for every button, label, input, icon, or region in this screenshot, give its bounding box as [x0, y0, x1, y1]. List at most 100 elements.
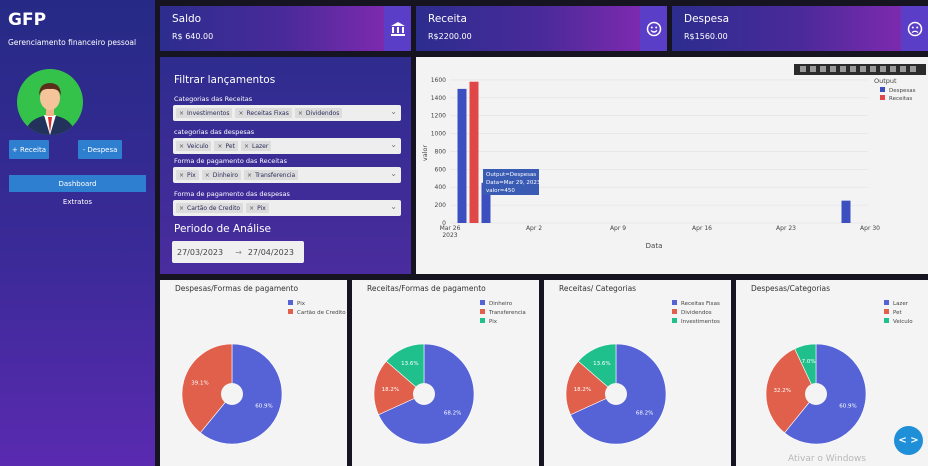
- chip-remove-icon[interactable]: ×: [217, 142, 223, 150]
- legend-item[interactable]: Veiculo: [893, 319, 913, 325]
- chip-remove-icon[interactable]: ×: [204, 171, 210, 179]
- chip-pix-despesa[interactable]: × Pix: [246, 203, 269, 213]
- chip-remove-icon[interactable]: ×: [243, 142, 249, 150]
- modebar-button-icon[interactable]: [800, 66, 806, 72]
- chip-transferencia[interactable]: × Transferencia: [244, 170, 299, 180]
- nav-item-extratos[interactable]: Extratos: [62, 198, 93, 206]
- bar-receitas[interactable]: [469, 81, 479, 223]
- pie-slice[interactable]: [794, 343, 817, 395]
- receita-value: R$2200.00: [428, 32, 472, 41]
- legend-item[interactable]: Lazer: [893, 301, 909, 307]
- cat-receitas-select[interactable]: × Investimentos × Receitas Fixas × Dividend…: [173, 105, 401, 121]
- modebar-button-icon[interactable]: [870, 66, 876, 72]
- chip-remove-icon[interactable]: ×: [238, 109, 244, 117]
- pie-slice[interactable]: [181, 343, 233, 434]
- cat-despesas-select[interactable]: × Veiculo × Pet × Lazer ⌄: [173, 138, 401, 154]
- chip-cartao-de-credito[interactable]: × Cartão de Credito: [176, 203, 244, 213]
- pie-slice[interactable]: [385, 343, 425, 395]
- pag-receitas-select[interactable]: × Pix × Dinheiro × Transferencia ⌄: [173, 167, 401, 183]
- date-start-input[interactable]: 27/03/2023: [177, 247, 224, 257]
- modebar-button-icon[interactable]: [860, 66, 866, 72]
- date-end-input[interactable]: 27/04/2023: [247, 247, 294, 257]
- chip-remove-icon[interactable]: ×: [179, 142, 185, 150]
- pie-chart[interactable]: 68.2% 18.2% 13.6% Receitas Fixas Dividendos I…: [544, 296, 731, 466]
- chip-remove-icon[interactable]: ×: [247, 171, 253, 179]
- pie-slice[interactable]: [565, 360, 617, 416]
- chevron-down-icon[interactable]: ⌄: [390, 107, 397, 116]
- pie-slice[interactable]: [577, 343, 617, 395]
- legend-item-despesas[interactable]: Despesas: [889, 88, 916, 94]
- modebar-button-icon[interactable]: [880, 66, 886, 72]
- chip-dividendos[interactable]: × Dividendos: [294, 108, 343, 118]
- add-receita-button[interactable]: + Receita: [9, 140, 49, 159]
- code-toggle-button[interactable]: < >: [894, 426, 923, 455]
- x-tick-label: Mar 26: [440, 225, 461, 232]
- chip-remove-icon[interactable]: ×: [179, 109, 185, 117]
- chart-modebar[interactable]: [794, 64, 926, 75]
- chevron-down-icon[interactable]: ⌄: [390, 140, 397, 149]
- user-avatar-icon: [25, 83, 75, 135]
- nav-item-dashboard[interactable]: Dashboard: [9, 175, 146, 192]
- chip-dinheiro[interactable]: × Dinheiro: [201, 170, 242, 180]
- pie-hole: [605, 383, 627, 405]
- y-tick-label: 1400: [431, 95, 446, 102]
- bar-chart-panel: 0 200 400 600 800 1000 1200 1400 1600 Mar 26 2023 A…: [416, 57, 928, 274]
- tooltip-box: [483, 169, 539, 195]
- chip-receitas-fixas[interactable]: × Receitas Fixas: [235, 108, 292, 118]
- modebar-button-icon[interactable]: [910, 66, 916, 72]
- modebar-button-icon[interactable]: [900, 66, 906, 72]
- chip-veiculo[interactable]: × Veiculo: [176, 141, 212, 151]
- x-tick-label: Apr 23: [776, 225, 796, 232]
- chip-remove-icon[interactable]: ×: [179, 171, 185, 179]
- pag-despesas-select[interactable]: × Cartão de Credito × Pix ⌄: [173, 200, 401, 216]
- bar-despesas[interactable]: [481, 182, 491, 223]
- y-tick-label: 600: [435, 166, 447, 173]
- chip-remove-icon[interactable]: ×: [297, 109, 303, 117]
- modebar-button-icon[interactable]: [840, 66, 846, 72]
- y-axis-label: valor: [421, 145, 429, 162]
- chevron-down-icon[interactable]: ⌄: [390, 169, 397, 178]
- chip-investimentos[interactable]: × Investimentos: [176, 108, 233, 118]
- app-logo: GFP: [8, 10, 47, 30]
- modebar-button-icon[interactable]: [830, 66, 836, 72]
- pie-panel-despesas-pagamento: Despesas/Formas de pagamento 60.9% 39.1% P…: [160, 280, 347, 466]
- add-despesa-button[interactable]: - Despesa: [78, 140, 122, 159]
- pie-slice-label: 39.1%: [191, 381, 208, 387]
- pie-chart[interactable]: 60.9% 32.2% 7.0% Lazer Pet Veiculo: [736, 296, 928, 466]
- chip-lazer[interactable]: × Lazer: [240, 141, 272, 151]
- pie-slice[interactable]: [765, 348, 817, 434]
- pie-chart[interactable]: 68.2% 18.2% 13.6% Dinheiro Transferencia Pix: [352, 296, 539, 466]
- chevron-down-icon[interactable]: ⌄: [390, 202, 397, 211]
- chip-pet[interactable]: × Pet: [214, 141, 238, 151]
- modebar-button-icon[interactable]: [850, 66, 856, 72]
- legend-item-receitas[interactable]: Receitas: [889, 96, 912, 102]
- legend-item[interactable]: Cartão de Credito: [297, 310, 346, 316]
- legend-item[interactable]: Receitas Fixas: [681, 301, 720, 307]
- chip-remove-icon[interactable]: ×: [179, 204, 185, 212]
- legend-item[interactable]: Dinheiro: [489, 301, 513, 307]
- bar-despesas[interactable]: [457, 88, 467, 223]
- modebar-button-icon[interactable]: [890, 66, 896, 72]
- modebar-button-icon[interactable]: [820, 66, 826, 72]
- app-subtitle: Gerenciamento financeiro pessoal: [8, 38, 137, 47]
- legend-item[interactable]: Pix: [489, 319, 498, 325]
- legend-item[interactable]: Transferencia: [488, 310, 526, 316]
- legend-item[interactable]: Pet: [893, 310, 903, 316]
- chip-pix[interactable]: × Pix: [176, 170, 199, 180]
- pie-chart[interactable]: 60.9% 39.1% Pix Cartão de Credito: [160, 296, 347, 466]
- legend-swatch: [672, 309, 677, 314]
- pie-title: Despesas/Formas de pagamento: [175, 284, 299, 293]
- modebar-button-icon[interactable]: [810, 66, 816, 72]
- date-range-picker[interactable]: 27/03/2023 → 27/04/2023: [172, 241, 304, 263]
- legend-item[interactable]: Pix: [297, 301, 306, 307]
- label-cat-despesas: categorias das despesas: [174, 128, 255, 136]
- pie-panel-receitas-pagamento: Receitas/Formas de pagamento 68.2% 18.2% 1…: [352, 280, 539, 466]
- pie-slice-label: 60.9%: [839, 403, 856, 409]
- pie-slice[interactable]: [373, 360, 425, 416]
- bar-despesas[interactable]: [841, 200, 851, 223]
- legend-item[interactable]: Dividendos: [681, 310, 712, 316]
- chip-remove-icon[interactable]: ×: [249, 204, 255, 212]
- pie-slice-label: 13.6%: [401, 361, 418, 367]
- legend-item[interactable]: Investimentos: [681, 319, 720, 325]
